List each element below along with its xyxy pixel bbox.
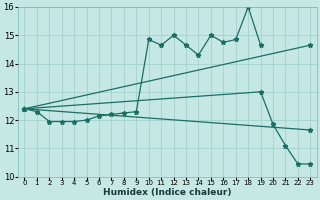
X-axis label: Humidex (Indice chaleur): Humidex (Indice chaleur)	[103, 188, 232, 197]
